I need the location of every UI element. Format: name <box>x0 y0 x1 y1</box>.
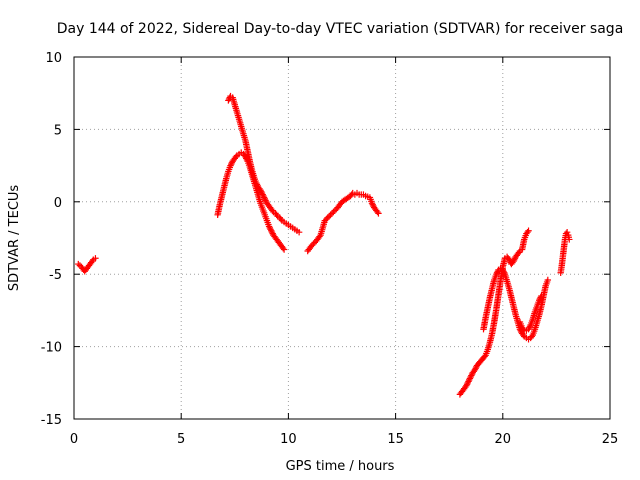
data-point <box>465 378 472 385</box>
x-axis-label: GPS time / hours <box>286 459 395 474</box>
data-point-fill <box>500 268 507 275</box>
y-tick-labels: -15 -10 -5 0 5 10 <box>41 51 62 428</box>
data-point-fill <box>328 210 336 217</box>
data-point-fill <box>466 376 473 384</box>
data-point-fill <box>324 214 331 221</box>
data-point-fill <box>316 233 323 240</box>
data-point-fill <box>267 226 274 233</box>
data-point-fill <box>260 192 267 200</box>
data-point <box>368 200 376 207</box>
x-tick-label: 25 <box>602 432 619 447</box>
data-point-fill <box>511 256 518 263</box>
data-point <box>499 266 506 274</box>
data-point <box>510 257 517 265</box>
data-point <box>563 229 571 236</box>
plot-frame <box>73 56 611 420</box>
data-point-fill <box>501 269 508 276</box>
y-tick-label: -5 <box>49 268 62 283</box>
data-point <box>375 210 382 217</box>
data-point-fill <box>526 323 534 330</box>
data-point <box>538 292 545 300</box>
data-point-fill <box>279 244 287 252</box>
x-tick-label: 10 <box>280 432 297 447</box>
data-point-fill <box>369 201 376 208</box>
data-point-fill <box>536 295 544 303</box>
data-point-fill <box>331 207 339 214</box>
data-point <box>261 195 269 203</box>
data-point <box>295 229 303 236</box>
data-point <box>463 382 470 389</box>
data-point-fill <box>258 188 265 195</box>
data-point-fill <box>519 331 527 339</box>
data-point-fill <box>268 229 276 236</box>
data-point <box>330 208 337 216</box>
data-point <box>253 179 260 187</box>
x-tick-label: 0 <box>70 432 78 447</box>
data-point-fill <box>269 207 276 214</box>
chart-title: Day 144 of 2022, Sidereal Day-to-day VTE… <box>57 21 624 37</box>
data-point-fill <box>374 208 381 216</box>
data-point-fill <box>262 197 269 204</box>
data-point-fill <box>519 326 527 333</box>
data-point-fill <box>253 181 261 188</box>
y-axis-label: SDTVAR / TECUs <box>7 185 22 292</box>
data-point-fill <box>537 294 544 301</box>
data-point <box>536 297 543 304</box>
data-point-fill <box>260 194 268 201</box>
data-point-fill <box>277 215 285 223</box>
data-point-fill <box>266 224 274 232</box>
x-tick-label: 15 <box>387 432 404 447</box>
data-point <box>280 246 288 253</box>
data-point <box>257 187 264 194</box>
y-tick-label: -15 <box>41 413 62 428</box>
y-tick-label: 5 <box>54 123 62 138</box>
y-tick-label: -10 <box>41 341 62 356</box>
data-point-fill <box>273 211 280 219</box>
x-tick-labels: 0 5 10 15 20 25 <box>70 432 618 447</box>
data-point-fill <box>323 215 330 223</box>
y-tick-label: 0 <box>54 196 62 211</box>
data-point <box>308 242 316 249</box>
data-point-fill <box>232 153 240 161</box>
data-point-fill <box>493 269 501 276</box>
data-point <box>544 276 552 284</box>
x-tick-label: 5 <box>177 432 185 447</box>
data-point <box>525 227 532 234</box>
data-point <box>225 97 232 104</box>
y-tick-label: 10 <box>45 51 62 66</box>
data-point <box>467 373 474 381</box>
data-point <box>227 162 234 169</box>
data-point <box>321 217 329 224</box>
data-point <box>265 223 273 230</box>
data-point <box>525 326 532 333</box>
x-tick-label: 20 <box>495 432 512 447</box>
data-point-fill <box>526 324 533 331</box>
data-point <box>92 255 99 262</box>
data-point-fill <box>258 189 266 197</box>
data-point-fill <box>466 375 474 382</box>
data-point-fill <box>228 160 235 168</box>
data-point <box>493 271 500 278</box>
data-point <box>566 236 573 243</box>
data-point-fill <box>464 379 471 386</box>
data-point <box>471 366 479 373</box>
data-point-fill <box>327 211 334 219</box>
data-point <box>268 227 275 234</box>
data-points <box>75 92 573 398</box>
data-point-fill <box>472 365 479 372</box>
data-point-fill <box>528 333 535 340</box>
data-point-fill <box>89 257 96 265</box>
data-point-fill <box>515 249 523 256</box>
data-point-fill <box>494 268 501 275</box>
data-point-fill <box>468 372 475 379</box>
data-point <box>325 213 333 220</box>
data-point-fill <box>310 240 317 247</box>
data-point <box>259 191 266 198</box>
data-point-fill <box>463 381 471 388</box>
data-point-fill <box>524 229 531 236</box>
